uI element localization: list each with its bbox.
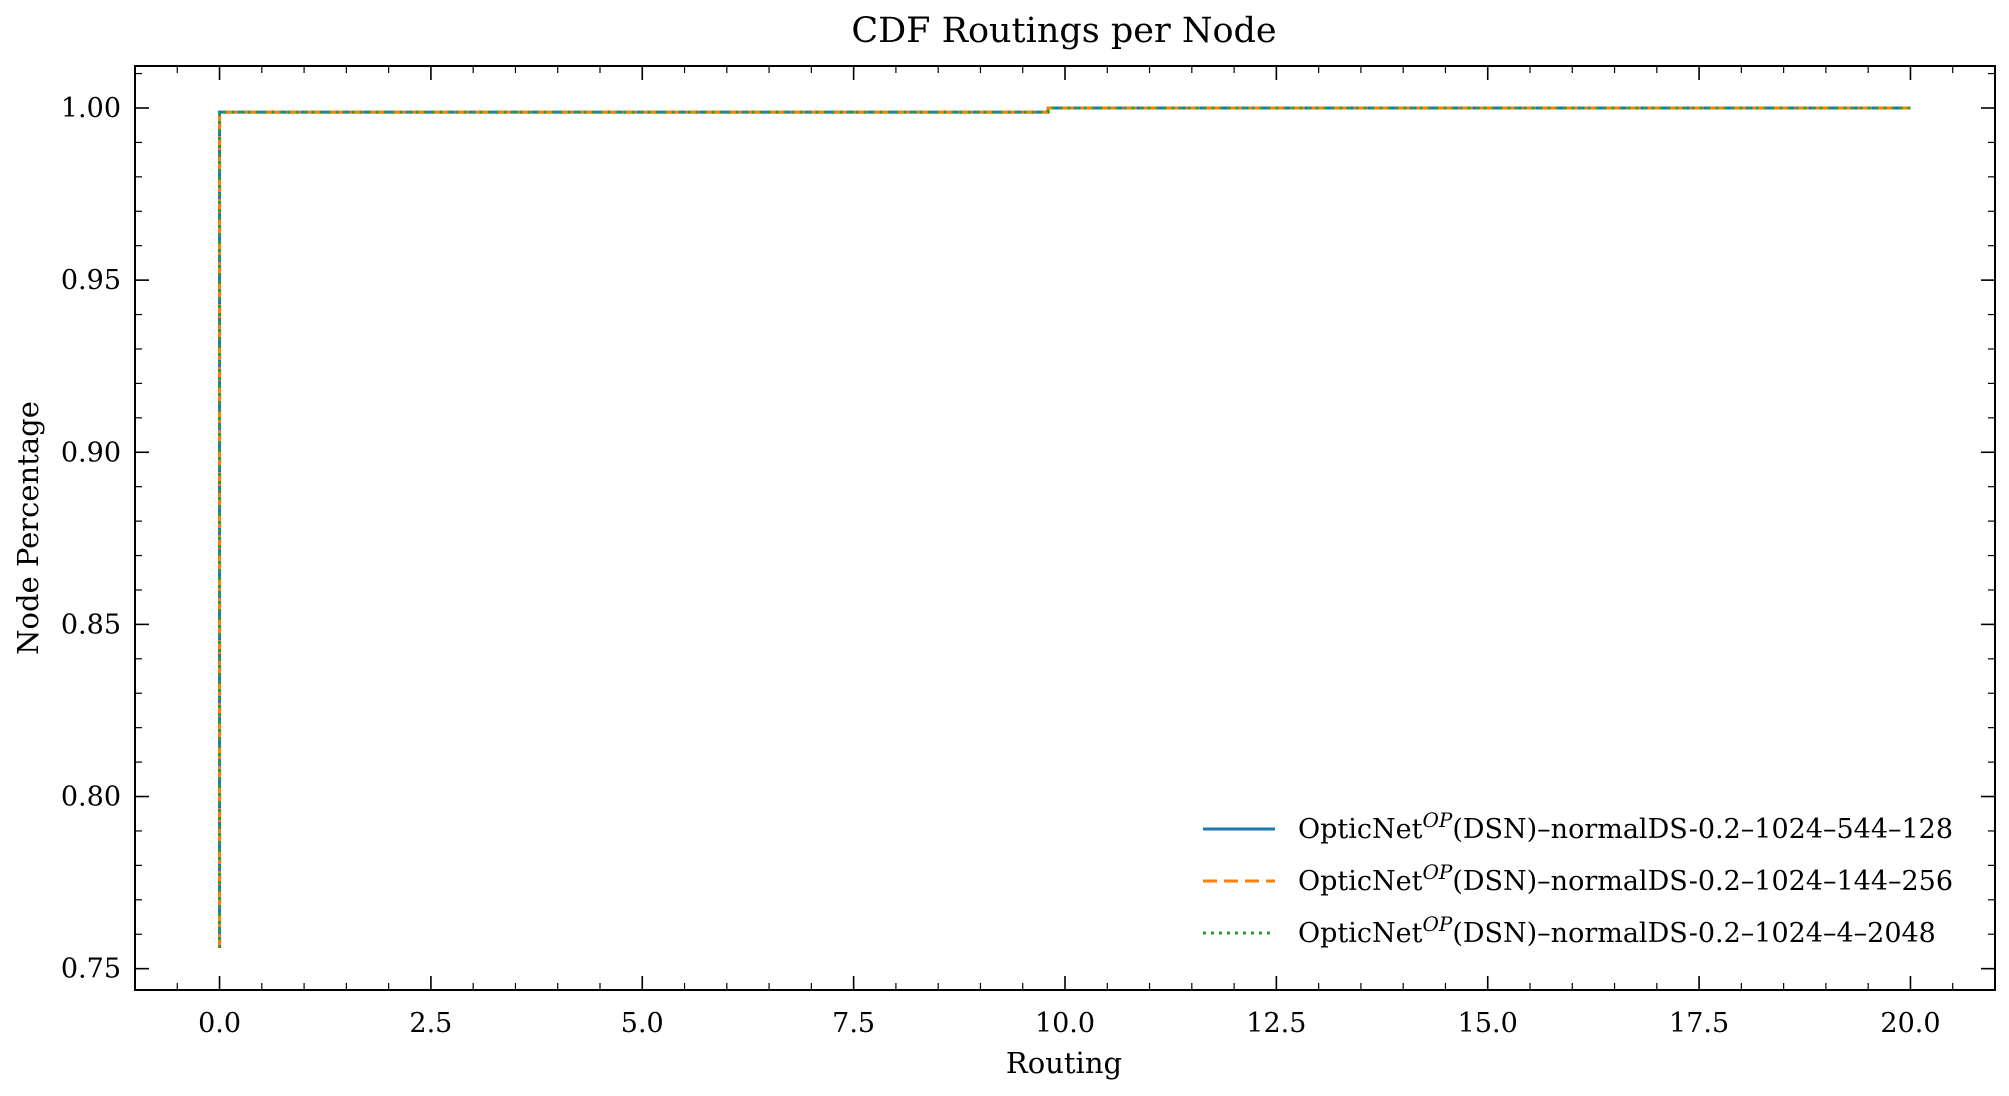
legend: OpticNetOP(DSN)–normalDS-0.2–1024–544–12… [1203, 808, 1953, 949]
x-axis-label: Routing [1006, 1046, 1122, 1080]
y-tick-label: 0.75 [61, 954, 121, 985]
x-tick-label: 15.0 [1458, 1008, 1518, 1039]
y-axis-ticks: 0.75 0.80 0.85 0.90 0.95 1.00 [61, 72, 1995, 985]
x-tick-label: 17.5 [1669, 1008, 1729, 1039]
series-line-3 [218, 106, 1911, 948]
x-tick-label: 7.5 [832, 1008, 875, 1039]
y-tick-label: 1.00 [61, 93, 121, 124]
plot-frame [134, 65, 1996, 991]
legend-label-3: OpticNetOP(DSN)–normalDS-0.2–1024–4–2048 [1298, 912, 1936, 949]
y-tick-label: 0.85 [61, 609, 121, 640]
legend-label-2: OpticNetOP(DSN)–normalDS-0.2–1024–144–25… [1298, 860, 1953, 897]
y-tick-label: 0.80 [61, 782, 121, 813]
x-tick-label: 2.5 [409, 1008, 452, 1039]
y-tick-label: 0.90 [61, 437, 121, 468]
x-tick-label: 20.0 [1880, 1008, 1940, 1039]
x-axis-ticks: 0.0 2.5 5.0 7.5 10.0 12.5 15.0 17.5 20.0 [176, 66, 1954, 1039]
y-axis-label: Node Percentage [11, 401, 45, 655]
chart-title: CDF Routings per Node [851, 11, 1276, 51]
series-layer [218, 106, 1911, 948]
x-tick-label: 10.0 [1035, 1008, 1095, 1039]
legend-label-1: OpticNetOP(DSN)–normalDS-0.2–1024–544–12… [1298, 808, 1953, 845]
y-tick-label: 0.95 [61, 265, 121, 296]
x-tick-label: 12.5 [1246, 1008, 1306, 1039]
x-tick-label: 5.0 [621, 1008, 664, 1039]
x-tick-label: 0.0 [198, 1008, 241, 1039]
